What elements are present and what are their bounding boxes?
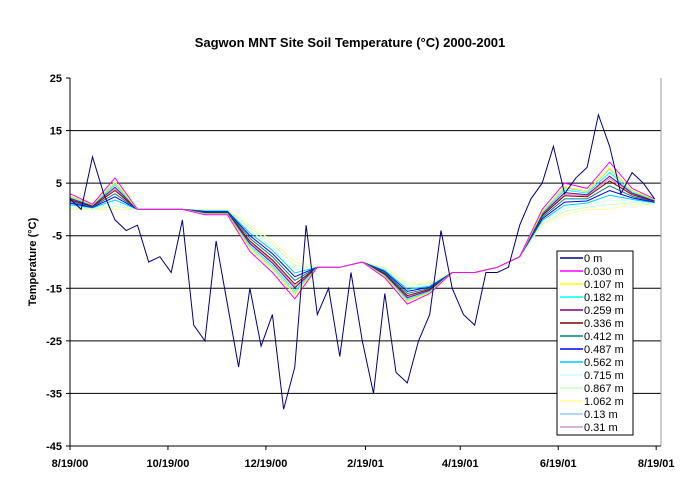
y-tick-label: -25 <box>46 336 62 348</box>
x-tick-labels: 8/19/00 10/19/00 12/19/00 2/19/01 4/19/01 6/1… <box>52 458 675 470</box>
legend-label: 0.715 m <box>584 370 624 382</box>
x-tick-label: 4/19/01 <box>442 458 479 470</box>
x-tick-label: 6/19/01 <box>540 458 577 470</box>
legend-label: 0.487 m <box>584 344 624 356</box>
legend-label: 0.182 m <box>584 292 624 304</box>
legend-label: 0.259 m <box>584 305 624 317</box>
series-line-0-030-m <box>69 161 655 305</box>
legend-label: 0.31 m <box>584 422 618 434</box>
legend-label: 0.13 m <box>584 409 618 421</box>
chart-title: Sagwon MNT Site Soil Temperature (°C) 20… <box>195 35 506 50</box>
y-tick-label: -15 <box>46 283 62 295</box>
legend-label: 0.107 m <box>584 279 624 291</box>
axes <box>69 78 662 447</box>
legend-label: 0.336 m <box>584 318 624 330</box>
legend-box <box>556 250 634 436</box>
y-axis-label: Temperature (°C) <box>27 217 39 306</box>
legend-label: 0.412 m <box>584 331 624 343</box>
x-tick-label: 2/19/01 <box>347 458 384 470</box>
y-tick-label: -5 <box>52 231 62 243</box>
y-tick-label: -35 <box>46 388 62 400</box>
y-tick-label: -45 <box>46 441 62 453</box>
legend-label: 0 m <box>584 253 602 265</box>
series-lines <box>69 112 656 410</box>
x-tick-label: 10/19/00 <box>147 458 190 470</box>
y-tick-labels: 25 15 5 -5 -15 -25 -35 -45 <box>46 73 62 453</box>
y-tick-label: 25 <box>50 73 62 85</box>
x-tick-label: 8/19/01 <box>638 458 675 470</box>
legend-label: 0.562 m <box>584 357 624 369</box>
y-tick-label: 15 <box>50 126 62 138</box>
legend-label: 1.062 m <box>584 396 624 408</box>
legend-label: 0.030 m <box>584 266 624 278</box>
x-tick-label: 12/19/00 <box>245 458 288 470</box>
legend-label: 0.867 m <box>584 383 624 395</box>
series-line-0-m <box>69 112 656 410</box>
x-tick-label: 8/19/00 <box>52 458 89 470</box>
y-tick-label: 5 <box>56 178 62 190</box>
legend: 0 m0.030 m0.107 m0.182 m0.259 m0.336 m0.… <box>556 250 634 436</box>
